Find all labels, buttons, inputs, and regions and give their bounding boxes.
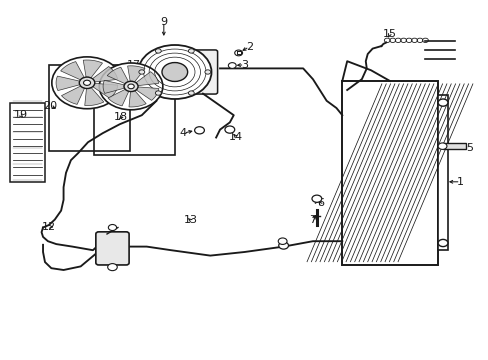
Text: 19: 19 [14,110,27,120]
Circle shape [52,57,122,109]
Polygon shape [56,76,80,91]
Polygon shape [136,72,159,86]
Text: 2: 2 [245,42,252,52]
Circle shape [311,195,321,202]
Polygon shape [93,84,118,98]
Text: 6: 6 [316,198,323,208]
Circle shape [99,63,163,110]
Circle shape [204,70,210,74]
Text: 15: 15 [382,29,396,39]
Circle shape [107,264,117,271]
Polygon shape [107,67,128,84]
Text: 14: 14 [229,132,243,142]
Polygon shape [136,87,159,100]
Text: 17: 17 [126,60,140,70]
Polygon shape [83,60,102,78]
Circle shape [155,49,161,53]
Circle shape [83,80,90,85]
Polygon shape [127,66,145,82]
Circle shape [188,49,194,53]
Text: 18: 18 [114,112,128,122]
Polygon shape [84,87,103,105]
Circle shape [278,242,288,249]
FancyBboxPatch shape [96,232,129,265]
Polygon shape [92,67,118,82]
Text: 3: 3 [241,60,247,70]
Text: 5: 5 [465,143,472,153]
Bar [10,103,45,182]
Text: 13: 13 [183,215,197,225]
Circle shape [108,225,116,230]
Text: 8: 8 [279,240,285,251]
Circle shape [437,239,447,247]
Circle shape [188,91,194,95]
Circle shape [138,45,211,99]
FancyBboxPatch shape [156,50,217,94]
Circle shape [162,63,187,81]
Circle shape [437,143,446,149]
Text: 1: 1 [456,177,463,187]
Text: 9: 9 [160,17,167,27]
Text: 11: 11 [114,254,128,264]
Text: 16: 16 [65,74,79,84]
Circle shape [124,81,138,91]
Text: 4: 4 [180,128,186,138]
Polygon shape [61,62,84,80]
Circle shape [127,84,134,89]
Circle shape [224,126,234,133]
Circle shape [234,50,242,56]
Text: 12: 12 [42,222,56,232]
Circle shape [228,63,236,68]
Bar [49,65,129,151]
Circle shape [139,70,144,74]
Circle shape [79,77,95,89]
Text: 7: 7 [309,215,316,225]
Circle shape [278,238,286,244]
Bar [437,95,447,250]
Polygon shape [103,80,124,93]
Polygon shape [61,86,84,104]
Bar [442,143,465,149]
Bar [94,72,174,155]
Text: 20: 20 [43,101,57,111]
Bar [342,81,437,265]
Circle shape [437,99,447,106]
Polygon shape [108,89,128,106]
Polygon shape [129,91,146,107]
Circle shape [194,127,204,134]
Circle shape [155,91,161,95]
Text: 10: 10 [114,236,128,246]
